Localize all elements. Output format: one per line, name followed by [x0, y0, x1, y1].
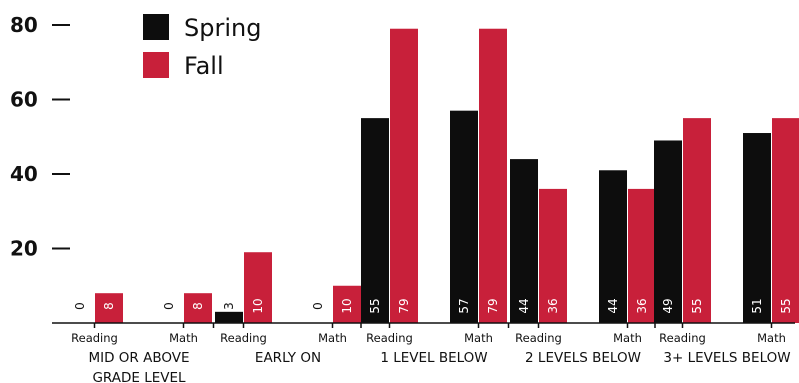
bar-spring-8 — [654, 140, 682, 323]
value-label-spring-6: 44 — [517, 298, 531, 313]
y-tick-label: 60 — [10, 88, 38, 112]
group-label: 1 LEVEL BELOW — [380, 350, 487, 366]
legend-label-spring: Spring — [184, 14, 261, 42]
value-label-fall-6: 36 — [546, 298, 560, 313]
subject-label: Reading — [659, 331, 706, 345]
value-label-spring-1: 0 — [162, 302, 176, 310]
bar-fall-4 — [390, 28, 418, 323]
y-tick-label: 20 — [10, 237, 38, 261]
subject-label: Math — [613, 331, 642, 345]
bar-fall-3 — [333, 285, 361, 323]
subject-label: Math — [464, 331, 493, 345]
subject-label: Reading — [366, 331, 413, 345]
bar-fall-6 — [539, 188, 567, 323]
value-label-fall-4: 79 — [397, 298, 411, 313]
legend-swatch-fall — [143, 52, 169, 78]
bar-spring-7 — [599, 170, 627, 323]
bar-fall-5 — [479, 28, 507, 323]
value-label-fall-1: 8 — [191, 302, 205, 310]
y-tick-label: 80 — [10, 13, 38, 37]
y-axis: 20 40 60 80 — [10, 13, 70, 261]
value-label-spring-0: 0 — [73, 302, 87, 310]
value-label-spring-3: 0 — [311, 302, 325, 310]
legend-label-fall: Fall — [184, 52, 224, 80]
bar-fall-7 — [628, 188, 656, 323]
value-label-fall-2: 10 — [251, 298, 265, 313]
value-label-fall-7: 36 — [635, 298, 649, 313]
value-label-spring-4: 55 — [368, 298, 382, 313]
subject-label: Reading — [515, 331, 562, 345]
bar-fall-2 — [244, 252, 272, 323]
group-label: MID OR ABOVE — [88, 350, 189, 366]
bar-spring-5 — [450, 110, 478, 323]
bar-fall-0 — [95, 293, 123, 323]
group-label: GRADE LEVEL — [92, 370, 186, 383]
value-label-spring-9: 51 — [750, 298, 764, 313]
subject-label: Reading — [220, 331, 267, 345]
legend-swatch-spring — [143, 14, 169, 40]
x-axis: Reading Math MID OR ABOVE GRADE LEVEL Readin… — [52, 322, 795, 383]
value-label-fall-5: 79 — [486, 298, 500, 313]
bar-spring-6 — [510, 159, 538, 323]
legend: Spring Fall — [143, 14, 261, 80]
y-tick-label: 40 — [10, 162, 38, 186]
bar-spring-9 — [743, 133, 771, 323]
value-label-spring-5: 57 — [457, 298, 471, 313]
bar-fall-8 — [683, 118, 711, 323]
bar-fall-1 — [184, 293, 212, 323]
value-label-fall-9: 55 — [779, 298, 793, 313]
bars: 0 8 0 8 3 10 0 10 55 79 57 79 44 36 44 36 49 55 51 55 — [73, 28, 799, 323]
group-label: 2 LEVELS BELOW — [525, 350, 641, 366]
value-label-fall-8: 55 — [690, 298, 704, 313]
value-label-spring-8: 49 — [661, 298, 675, 313]
value-label-fall-3: 10 — [340, 298, 354, 313]
group-label: 3+ LEVELS BELOW — [663, 350, 790, 366]
subject-label: Reading — [71, 331, 118, 345]
value-label-spring-2: 3 — [222, 302, 236, 310]
bar-spring-2 — [215, 311, 243, 323]
bar-fall-9 — [772, 118, 799, 323]
group-label: EARLY ON — [255, 350, 321, 366]
subject-label: Math — [169, 331, 198, 345]
bar-spring-4 — [361, 118, 389, 323]
value-label-spring-7: 44 — [606, 298, 620, 313]
subject-label: Math — [757, 331, 786, 345]
value-label-fall-0: 8 — [102, 302, 116, 310]
subject-label: Math — [318, 331, 347, 345]
